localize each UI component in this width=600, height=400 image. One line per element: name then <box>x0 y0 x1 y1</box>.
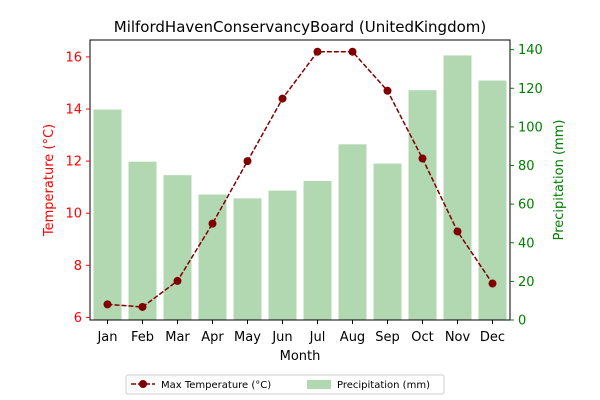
y-right-tick-label: 140 <box>518 43 543 58</box>
legend: Max Temperature (°C) Precipitation (mm) <box>125 374 445 395</box>
precipitation-bar-may <box>233 198 262 320</box>
y-axis-left: 6 8 10 12 14 16 <box>65 50 90 326</box>
y-right-tick-label: 20 <box>518 275 535 290</box>
temperature-point-may <box>243 157 252 166</box>
x-tick-label: Jan <box>96 330 117 345</box>
temperature-point-feb <box>138 302 147 311</box>
temperature-point-apr <box>208 219 217 228</box>
y-left-tick-label: 12 <box>65 155 82 170</box>
y-left-tick-label: 8 <box>74 259 82 274</box>
precipitation-bar-mar <box>163 175 192 320</box>
legend-label-precipitation: Precipitation (mm) <box>337 380 430 391</box>
precipitation-bar-aug <box>338 144 367 320</box>
temperature-point-jan <box>103 300 112 309</box>
precipitation-bars <box>93 55 507 321</box>
x-axis-title: Month <box>280 349 321 364</box>
x-tick-label: Aug <box>340 330 365 345</box>
temperature-line <box>107 50 494 308</box>
y-left-tick-label: 16 <box>65 50 82 65</box>
precipitation-bar-sep <box>373 163 402 320</box>
temperature-point-oct <box>418 154 427 163</box>
temperature-point-aug <box>348 47 357 56</box>
x-tick-label: Nov <box>445 330 471 345</box>
precipitation-bar-jun <box>268 190 297 320</box>
precipitation-bar-jan <box>93 109 122 321</box>
y-left-tick-label: 10 <box>65 207 82 222</box>
y-axis-right-title: Precipitation (mm) <box>552 120 567 241</box>
precipitation-bar-apr <box>198 194 227 320</box>
chart-title: MilfordHavenConservancyBoard (UnitedKing… <box>114 18 487 36</box>
y-right-tick-label: 40 <box>518 236 535 251</box>
temperature-point-sep <box>383 86 392 95</box>
temperature-point-jul <box>313 47 322 56</box>
x-tick-label: Feb <box>131 330 154 345</box>
x-tick-label: Mar <box>165 330 190 345</box>
y-right-tick-label: 100 <box>518 120 543 135</box>
y-axis-right: 0 20 40 60 80 100 120 140 <box>510 43 543 329</box>
x-tick-label: Dec <box>480 330 505 345</box>
precipitation-bar-jul <box>303 180 332 320</box>
precipitation-bar-oct <box>408 90 437 321</box>
x-tick-label: Jun <box>271 330 292 345</box>
x-tick-label: Oct <box>411 330 433 345</box>
legend-marker-swatch <box>139 380 147 388</box>
x-tick-label: Apr <box>201 330 224 345</box>
x-tick-label: Jul <box>309 330 326 345</box>
x-axis: Jan Feb Mar Apr May Jun Jul Aug Sep Oct Nov Dec <box>96 320 505 345</box>
y-right-tick-label: 60 <box>518 198 535 213</box>
y-right-tick-label: 120 <box>518 82 543 97</box>
temperature-point-jun <box>278 94 287 103</box>
x-tick-label: Sep <box>375 330 400 345</box>
x-tick-label: May <box>234 330 261 345</box>
y-axis-left-title: Temperature (°C) <box>42 124 57 237</box>
legend-bar-swatch <box>307 380 331 389</box>
temperature-point-nov <box>453 227 462 236</box>
y-right-tick-label: 80 <box>518 159 535 174</box>
temperature-line-group <box>103 47 497 311</box>
temperature-point-dec <box>488 279 497 288</box>
y-right-tick-label: 0 <box>518 314 526 329</box>
precipitation-bar-nov <box>443 55 472 320</box>
y-left-tick-label: 6 <box>74 311 82 326</box>
precipitation-bar-feb <box>128 161 157 320</box>
y-left-tick-label: 14 <box>65 103 82 118</box>
temperature-point-mar <box>173 276 182 285</box>
legend-frame <box>125 374 445 395</box>
plot-frame <box>89 39 511 321</box>
legend-label-temperature: Max Temperature (°C) <box>161 380 271 391</box>
